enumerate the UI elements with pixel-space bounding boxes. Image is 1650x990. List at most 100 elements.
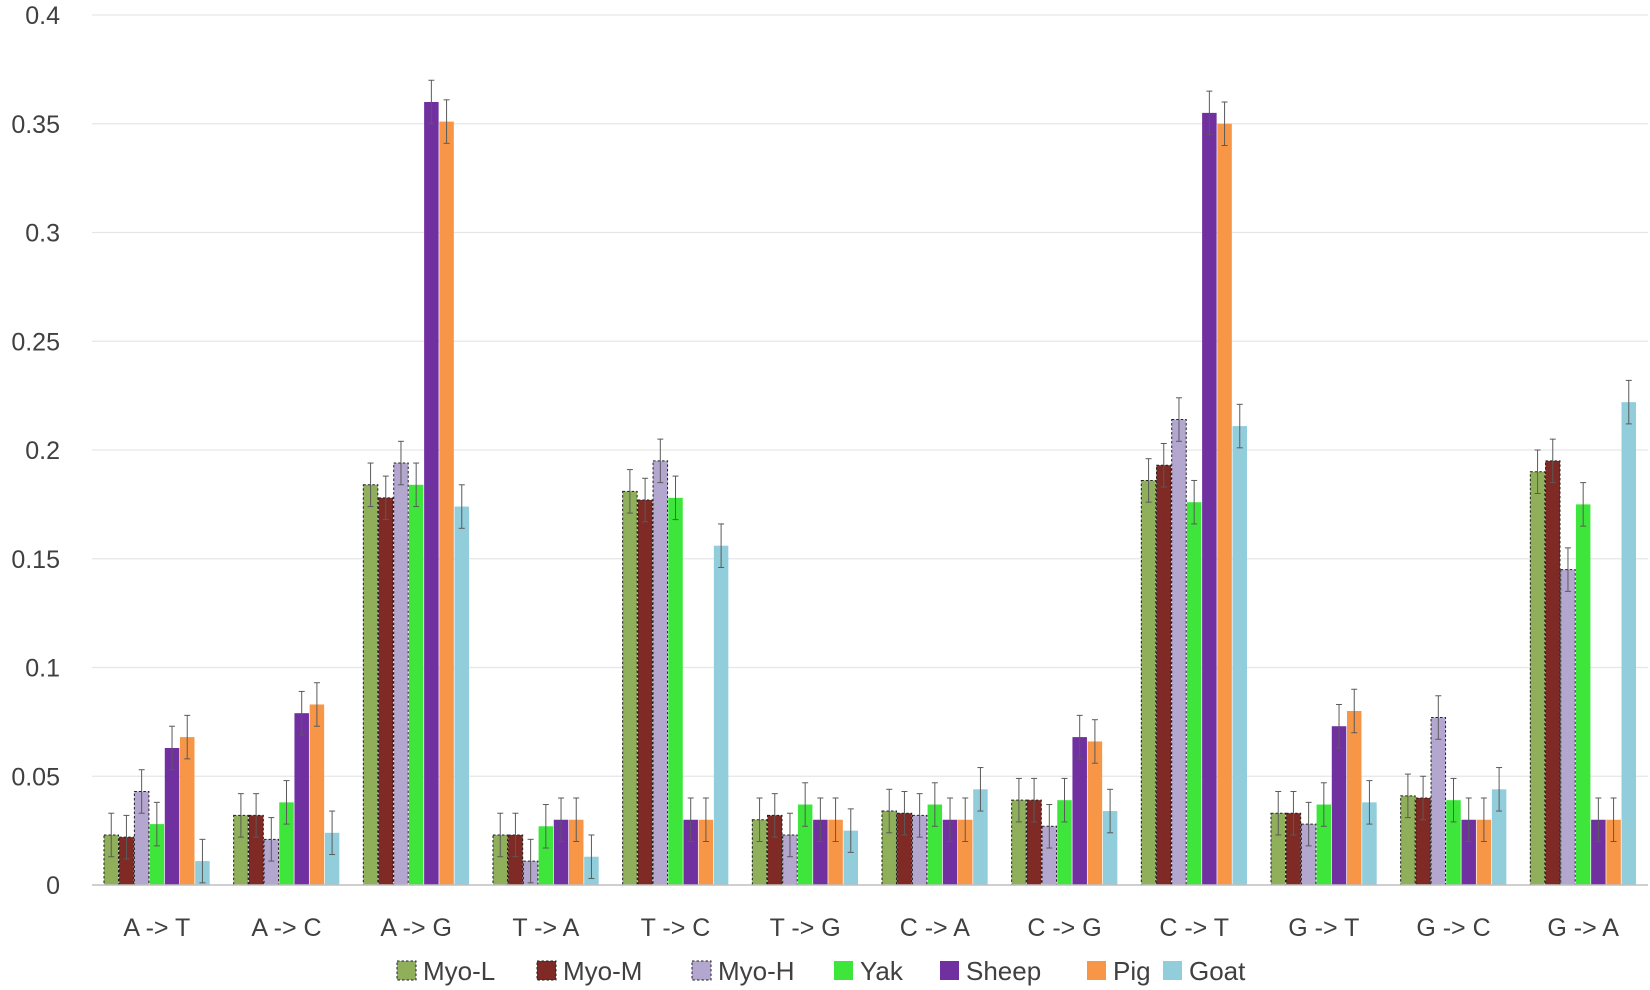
bar-myo-h-a-c (263, 838, 280, 886)
x-tick-label-g-c: G -> C (1416, 914, 1490, 942)
legend-swatch-pig (1087, 961, 1106, 980)
bar-goat-c-g (1102, 811, 1118, 885)
bar-myo-l-t-a (492, 834, 508, 886)
x-tick-label-a-t: A -> T (123, 914, 190, 942)
bar-pig-t-a (568, 819, 584, 885)
bar-series (103, 79, 1637, 886)
bar-yak-a-c (279, 802, 294, 885)
bar-yak-g-t (1316, 804, 1332, 885)
bar-pig-c-t (1217, 123, 1232, 885)
bar-goat-t-c (713, 545, 729, 885)
y-tick-label: 0.4 (25, 2, 60, 30)
legend-swatch-sheep (940, 961, 959, 980)
y-tick-label: 0.1 (25, 655, 60, 683)
bar-yak-c-a (927, 804, 943, 885)
bar-yak-t-c (668, 497, 683, 885)
bar-myo-m-g-t (1285, 812, 1302, 886)
gridlines (92, 14, 1648, 777)
legend-swatch-myo-h (691, 960, 712, 981)
legend-label-myo-l: Myo-L (423, 956, 495, 986)
legend: Myo-L Myo-M Myo-H Yak Sheep Pig Goat (396, 956, 1246, 986)
x-axis: A -> T A -> C A -> G T -> A T -> C T -> G C ->… (92, 884, 1648, 942)
bar-pig-c-g (1087, 741, 1103, 885)
bar-yak-t-a (538, 826, 554, 885)
x-tick-label-c-a: C -> A (900, 914, 970, 942)
bar-pig-a-g (439, 121, 454, 885)
bar-yak-a-g (408, 484, 424, 885)
bar-myo-l-a-t (103, 834, 119, 886)
y-tick-label: 0.15 (11, 546, 60, 574)
legend-label-sheep: Sheep (966, 956, 1041, 986)
bar-myo-l-g-a (1529, 471, 1546, 886)
bar-pig-a-t (179, 737, 195, 885)
x-tick-label-t-a: T -> A (512, 914, 579, 942)
x-tick-label-a-c: A -> C (251, 914, 321, 942)
bar-goat-g-a (1621, 402, 1637, 885)
bar-myo-h-t-g (782, 834, 798, 886)
x-tick-label-c-g: C -> G (1027, 914, 1101, 942)
bar-goat-g-t (1362, 802, 1377, 885)
bar-sheep-c-t (1202, 112, 1217, 885)
bar-goat-t-g (843, 830, 859, 885)
bar-myo-l-c-t (1140, 479, 1157, 886)
bar-sheep-g-t (1331, 726, 1347, 885)
bar-myo-l-c-g (1011, 799, 1027, 886)
bar-myo-m-g-a (1545, 460, 1561, 886)
bar-pig-c-a (957, 819, 973, 885)
legend-label-goat: Goat (1189, 956, 1246, 986)
x-tick-label-t-c: T -> C (641, 914, 711, 942)
bar-sheep-a-c (294, 713, 309, 885)
y-tick-label: 0.35 (11, 111, 60, 139)
bar-myo-l-g-c (1400, 795, 1416, 886)
bar-pig-g-t (1346, 711, 1362, 885)
bar-sheep-t-g (813, 819, 828, 885)
bar-sheep-t-c (683, 819, 698, 885)
bar-sheep-c-g (1072, 737, 1087, 885)
x-tick-label-a-g: A -> G (380, 914, 452, 942)
legend-label-myo-m: Myo-M (563, 956, 642, 986)
bar-yak-t-g (797, 804, 813, 885)
bar-myo-h-g-c (1430, 717, 1447, 886)
legend-swatch-myo-l (396, 960, 417, 981)
x-tick-label-c-t: C -> T (1159, 914, 1229, 942)
bar-pig-g-c (1476, 819, 1492, 885)
bar-goat-c-t (1232, 426, 1248, 885)
y-tick-label: 0.2 (25, 437, 60, 465)
bar-sheep-g-c (1461, 819, 1476, 885)
bar-myo-m-c-a (896, 812, 913, 886)
bar-goat-g-c (1491, 789, 1507, 885)
bar-goat-a-g (454, 506, 470, 885)
legend-swatch-yak (834, 961, 853, 980)
y-tick-label: 0 (46, 872, 60, 900)
bar-yak-g-c (1446, 800, 1461, 885)
bar-pig-a-c (309, 704, 325, 885)
bar-myo-h-a-g (393, 462, 409, 886)
bar-myo-h-c-t (1171, 419, 1187, 886)
bar-goat-c-a (973, 789, 988, 885)
bar-myo-m-t-c (637, 499, 653, 886)
bar-sheep-c-a (942, 819, 958, 885)
bar-myo-l-g-t (1270, 812, 1286, 886)
y-tick-label: 0.3 (25, 220, 60, 248)
bar-myo-h-g-a (1560, 569, 1576, 886)
x-tick-label-g-t: G -> T (1288, 914, 1359, 942)
legend-label-myo-h: Myo-H (718, 956, 795, 986)
bar-yak-c-t (1186, 502, 1202, 885)
bar-myo-m-c-t (1156, 464, 1172, 886)
bar-myo-h-c-g (1041, 825, 1058, 886)
bar-myo-m-c-g (1026, 799, 1042, 886)
legend-label-yak: Yak (860, 956, 904, 986)
bar-sheep-t-a (553, 819, 569, 885)
y-axis-tick-labels: 0 0.05 0.1 0.15 0.2 0.25 0.3 0.35 0.4 (11, 2, 60, 900)
bar-goat-a-c (324, 832, 340, 885)
bar-yak-a-t (149, 824, 165, 885)
bar-yak-g-a (1575, 504, 1591, 885)
x-tick-label-t-g: T -> G (770, 914, 841, 942)
bar-myo-h-t-c (652, 460, 669, 886)
legend-swatch-goat (1163, 961, 1182, 980)
bar-myo-l-a-g (362, 484, 379, 886)
y-tick-label: 0.25 (11, 328, 60, 356)
bar-myo-l-t-c (622, 490, 638, 886)
legend-swatch-myo-m (536, 960, 557, 981)
